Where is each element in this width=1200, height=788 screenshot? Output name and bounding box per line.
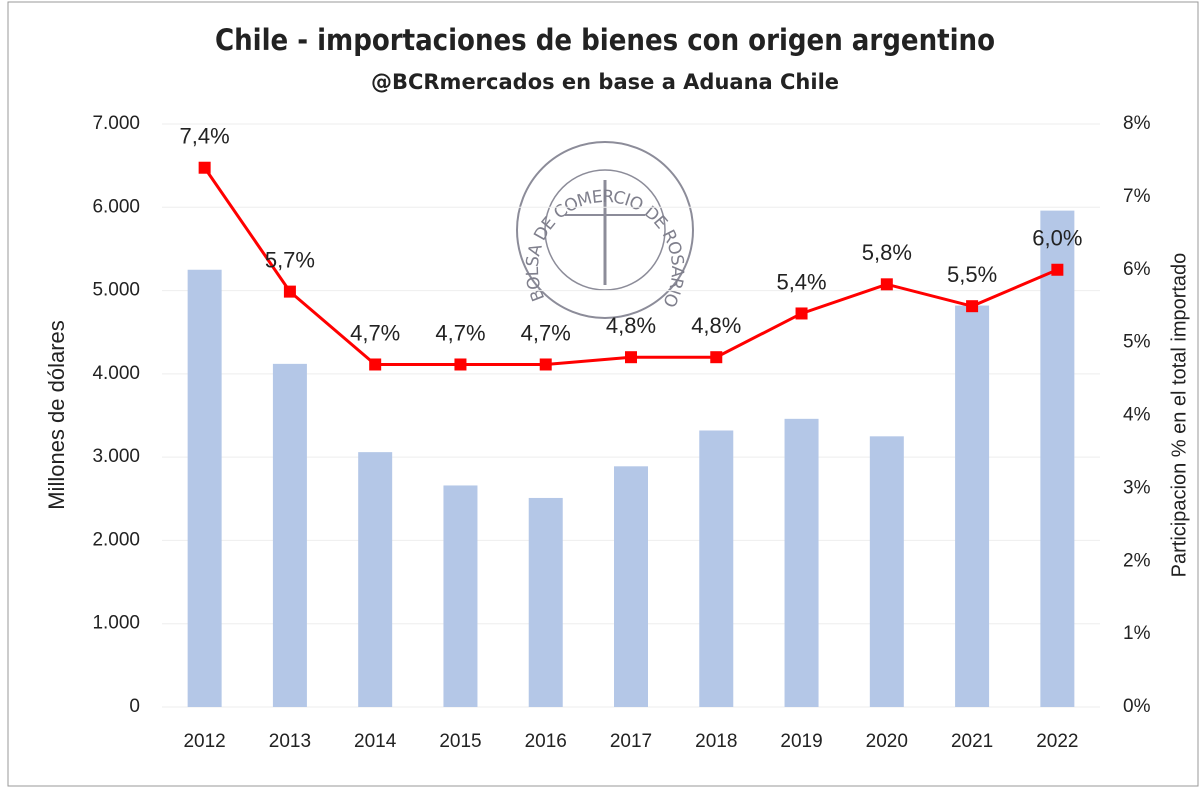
- y-tick-label: 5.000: [92, 280, 140, 301]
- data-label: 7,4%: [180, 124, 230, 149]
- y-tick-label: 2.000: [92, 529, 140, 550]
- y-tick-label: 0: [129, 696, 140, 717]
- x-tick-label: 2016: [525, 731, 567, 752]
- data-label: 5,4%: [776, 269, 826, 294]
- y2-tick-label: 6%: [1123, 259, 1151, 280]
- y2-tick-label: 4%: [1123, 405, 1151, 426]
- x-tick-label: 2014: [354, 731, 397, 752]
- x-tick-label: 2022: [1036, 731, 1078, 752]
- marker: [880, 278, 893, 291]
- frame: [7, 1, 1199, 787]
- y-tick-label: 7.000: [92, 113, 140, 134]
- bar: [699, 430, 734, 707]
- x-tick-label: 2017: [610, 731, 652, 752]
- x-tick-label: 2012: [183, 731, 225, 752]
- chart-subtitle: @BCRmercados en base a Aduana Chile: [371, 70, 839, 94]
- bar: [528, 497, 563, 707]
- x-tick-label: 2015: [439, 731, 481, 752]
- y-tick-label: 6.000: [92, 196, 140, 217]
- data-label: 5,7%: [265, 247, 315, 272]
- bar: [187, 269, 222, 707]
- x-tick-label: 2019: [780, 731, 822, 752]
- y-axis-label: Millones de dólares: [44, 320, 69, 510]
- bar: [614, 466, 648, 707]
- x-tick-label: 2021: [951, 731, 993, 752]
- y2-tick-label: 0%: [1123, 696, 1151, 717]
- marker: [625, 351, 637, 364]
- data-label: 4,7%: [350, 320, 400, 345]
- logo: BOLSA DE COMERCIO DE ROSARIO: [516, 141, 694, 319]
- x-tick-label: 2020: [866, 731, 908, 752]
- bar: [1040, 210, 1075, 708]
- marker: [710, 351, 723, 364]
- x-tick-label: 2013: [269, 731, 311, 752]
- bar: [955, 305, 990, 707]
- y2-tick-label: 8%: [1123, 113, 1151, 134]
- data-label: 4,7%: [521, 320, 571, 345]
- chart-title: Chile - importaciones de bienes con orig…: [215, 23, 995, 57]
- y2-tick-label: 7%: [1123, 186, 1151, 207]
- data-label: 4,7%: [435, 320, 485, 345]
- marker: [795, 307, 808, 320]
- marker: [539, 358, 552, 371]
- data-label: 6,0%: [1032, 226, 1082, 251]
- bar: [443, 485, 478, 707]
- data-label: 5,5%: [947, 262, 997, 287]
- bar: [869, 436, 904, 707]
- marker: [283, 285, 296, 298]
- y2-tick-label: 2%: [1123, 550, 1151, 571]
- y2-tick-label: 1%: [1123, 623, 1151, 644]
- data-label: 4,8%: [691, 313, 741, 338]
- y-tick-label: 4.000: [92, 363, 140, 384]
- y2-tick-label: 5%: [1123, 332, 1151, 353]
- bar: [272, 363, 307, 707]
- y-tick-label: 1.000: [92, 613, 140, 634]
- y-tick-label: 3.000: [92, 446, 140, 467]
- marker: [966, 300, 979, 313]
- marker: [454, 358, 467, 371]
- marker: [369, 358, 382, 371]
- bar: [358, 452, 393, 707]
- y2-axis-label: Participacion % en el total importado: [1168, 253, 1190, 578]
- data-label: 4,8%: [606, 313, 656, 338]
- data-label: 5,8%: [862, 240, 912, 265]
- bar: [784, 418, 819, 707]
- marker: [1051, 263, 1064, 276]
- y2-tick-label: 3%: [1123, 477, 1151, 498]
- x-tick-label: 2018: [695, 731, 737, 752]
- marker: [198, 161, 211, 174]
